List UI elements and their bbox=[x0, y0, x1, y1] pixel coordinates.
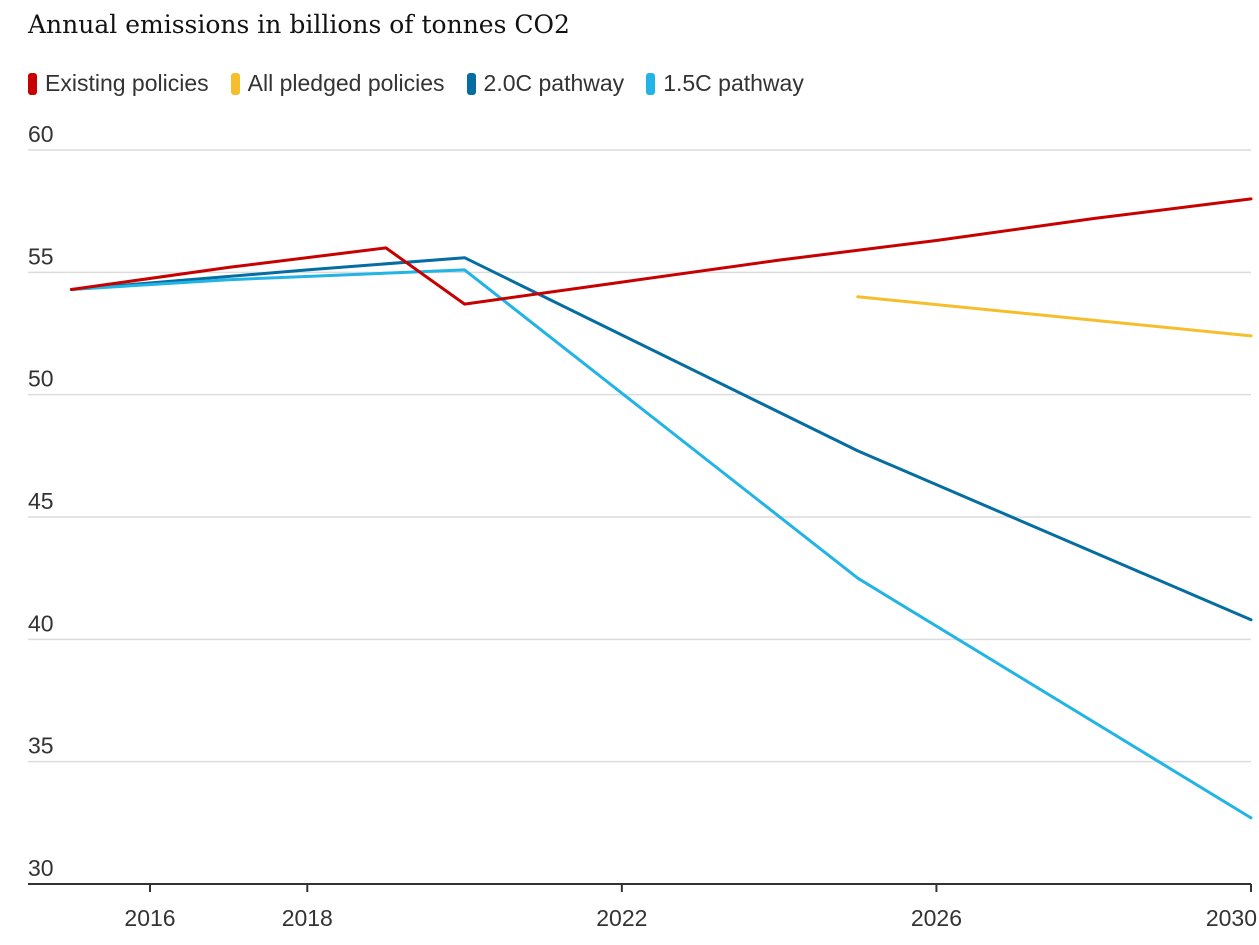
y-tick-label-55: 55 bbox=[28, 243, 54, 269]
series-line-all-pledged-policies bbox=[856, 295, 1253, 338]
legend-item-2c-pathway[interactable]: 2.0C pathway bbox=[466, 70, 625, 97]
x-tick-label-2030: 2030 bbox=[1206, 905, 1257, 931]
series-line-2-0c-pathway bbox=[69, 256, 1253, 622]
y-tick-label-60: 60 bbox=[28, 121, 54, 147]
series-line-1-5c-pathway bbox=[69, 268, 1253, 820]
legend-label: Existing policies bbox=[45, 70, 209, 96]
legend-swatch bbox=[230, 72, 240, 95]
x-tick-label-2018: 2018 bbox=[282, 905, 333, 931]
legend-item-all-pledged-policies[interactable]: All pledged policies bbox=[230, 70, 445, 97]
y-tick-label-40: 40 bbox=[28, 610, 54, 636]
legend-label: 2.0C pathway bbox=[483, 70, 625, 96]
series-line-existing-policies bbox=[69, 197, 1253, 306]
y-tick-label-45: 45 bbox=[28, 488, 54, 514]
legend-item-existing-policies[interactable]: Existing policies bbox=[28, 70, 209, 97]
legend-swatch bbox=[28, 72, 37, 95]
chart-title: Annual emissions in billions of tonnes C… bbox=[28, 10, 570, 39]
x-tick-label-2016: 2016 bbox=[124, 905, 175, 931]
y-tick-label-30: 30 bbox=[28, 855, 54, 881]
y-tick-label-35: 35 bbox=[28, 733, 54, 759]
legend-label: 1.5C pathway bbox=[663, 70, 804, 96]
x-tick-label-2026: 2026 bbox=[911, 905, 962, 931]
legend-swatch bbox=[466, 72, 476, 95]
legend-swatch bbox=[646, 72, 656, 95]
legend-item-1-5c-pathway[interactable]: 1.5C pathway bbox=[646, 70, 804, 97]
x-tick-label-2022: 2022 bbox=[596, 905, 647, 931]
legend-label: All pledged policies bbox=[247, 70, 445, 96]
y-tick-label-50: 50 bbox=[28, 366, 54, 392]
legend: Existing policies All pledged policies 2… bbox=[28, 70, 826, 97]
